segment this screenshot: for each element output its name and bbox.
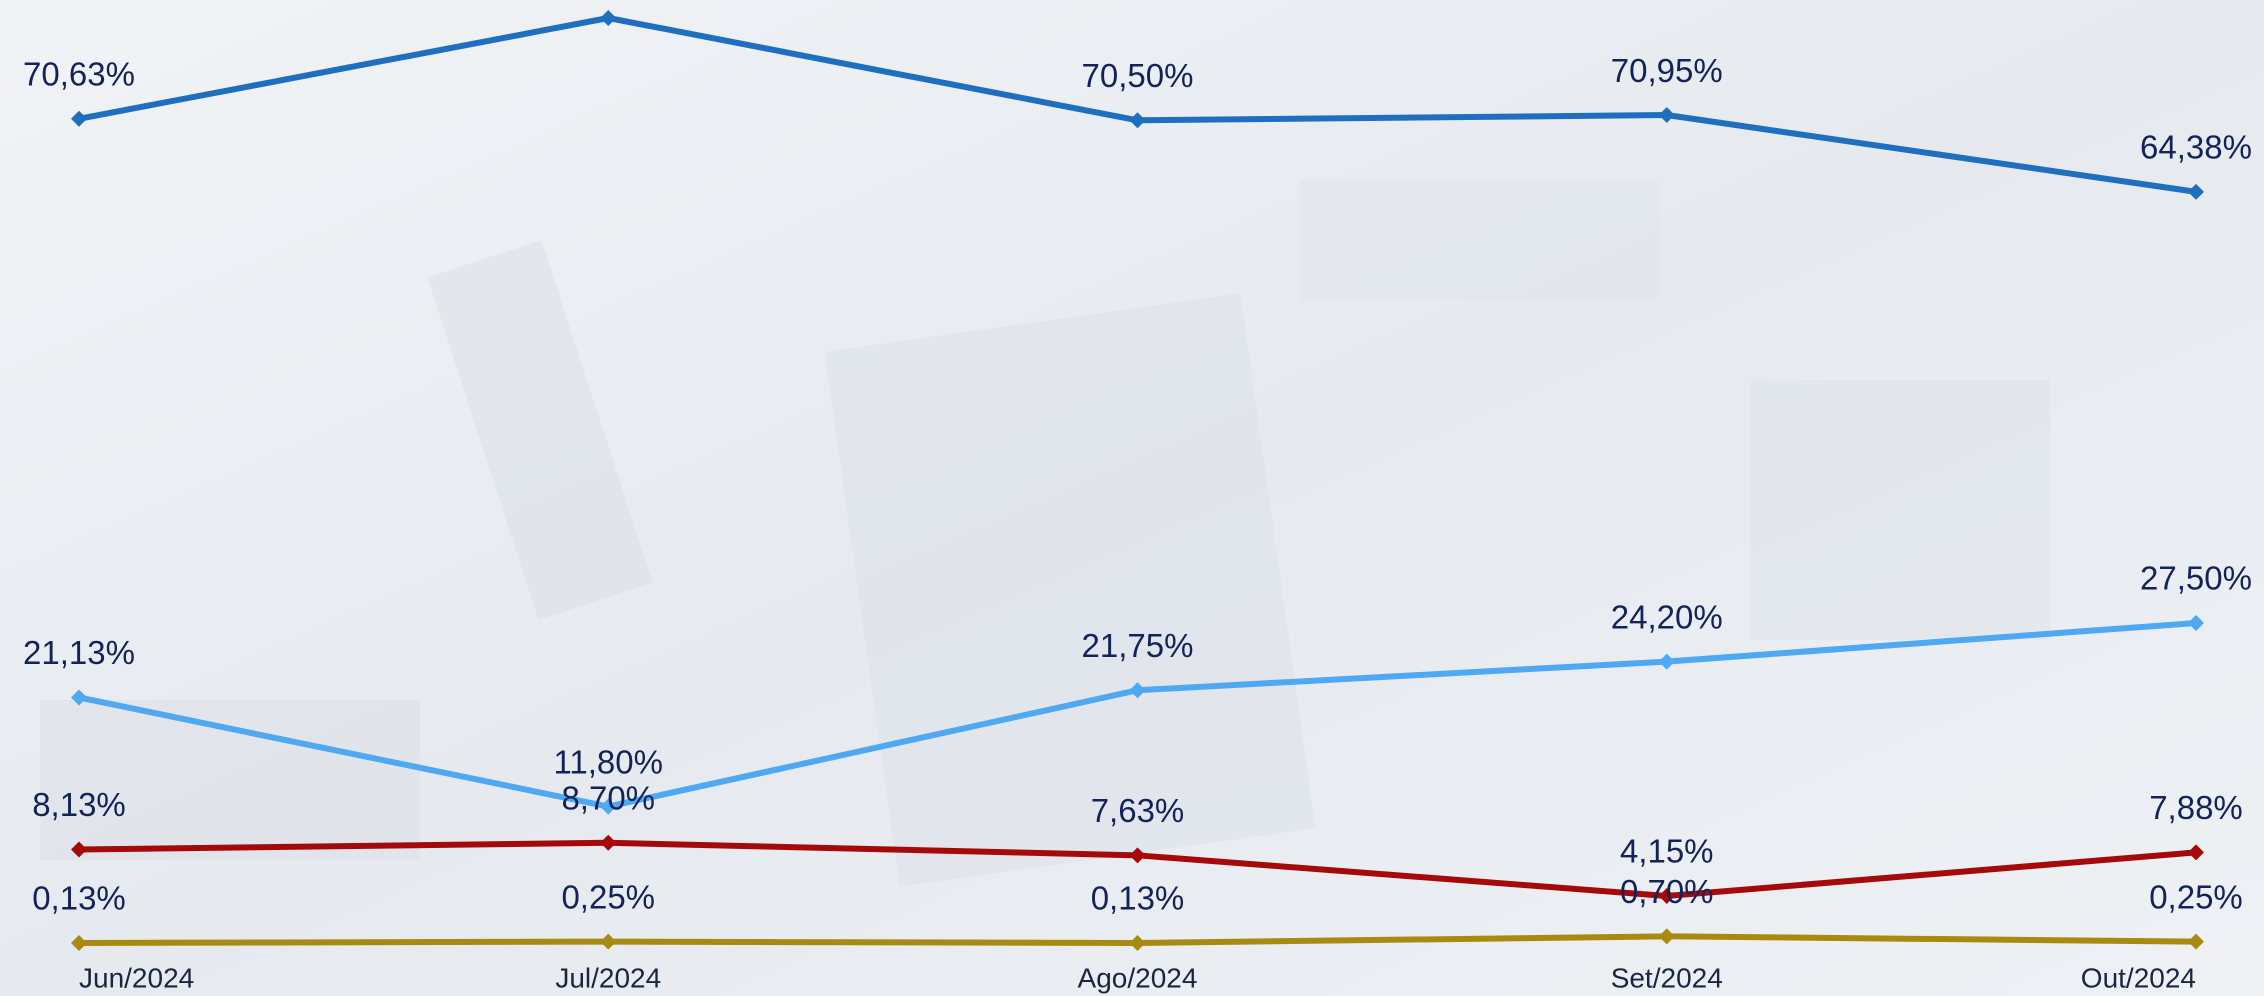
data-point	[71, 110, 87, 127]
data-point	[1129, 935, 1146, 951]
data-label: 0,13%	[32, 880, 126, 917]
x-tick-label: Jul/2024	[555, 962, 661, 993]
data-point	[1658, 928, 1675, 945]
data-point	[71, 935, 87, 951]
data-label: 4,15%	[1620, 833, 1714, 870]
data-point	[1658, 107, 1675, 124]
data-label: 7,63%	[1091, 792, 1185, 829]
data-label: 0,25%	[2149, 878, 2243, 915]
data-point	[600, 798, 617, 815]
data-label: 8,70%	[561, 780, 655, 817]
data-label: 21,75%	[1082, 627, 1194, 664]
x-tick-label: Set/2024	[1611, 962, 1723, 993]
data-point	[2188, 183, 2204, 200]
data-label: 8,13%	[32, 786, 126, 823]
data-point	[2188, 844, 2204, 861]
data-label: 7,88%	[2149, 789, 2243, 826]
data-point	[1658, 653, 1675, 670]
plot-area: Jun/2024 Jul/2024 Ago/2024 Set/2024 Out/2024…	[23, 10, 2252, 993]
data-point	[1129, 682, 1146, 699]
data-point	[2188, 615, 2204, 632]
x-tick-label: Out/2024	[2081, 962, 2196, 993]
data-label: 70,63%	[23, 55, 135, 92]
data-label: 24,20%	[1611, 598, 1723, 635]
data-label: 21,13%	[23, 634, 135, 671]
data-point	[2188, 933, 2204, 950]
data-point	[71, 841, 87, 858]
data-point	[600, 933, 617, 950]
data-label: 64,38%	[2140, 129, 2252, 166]
data-label: 70,50%	[1082, 57, 1194, 94]
data-point	[600, 10, 617, 26]
data-point	[1129, 112, 1146, 129]
data-point	[1129, 847, 1146, 864]
data-label: 11,80%	[554, 743, 663, 780]
x-tick-label: Ago/2024	[1078, 962, 1198, 993]
x-tick-label: Jun/2024	[79, 962, 194, 993]
data-point	[71, 689, 87, 706]
data-label: 0,13%	[1091, 880, 1185, 917]
data-point	[1658, 888, 1675, 905]
data-label: 0,25%	[561, 878, 655, 915]
data-label: 70,95%	[1611, 52, 1723, 89]
data-label: 0,70%	[1620, 873, 1714, 910]
data-point	[600, 834, 617, 851]
data-label: 27,50%	[2140, 560, 2252, 597]
